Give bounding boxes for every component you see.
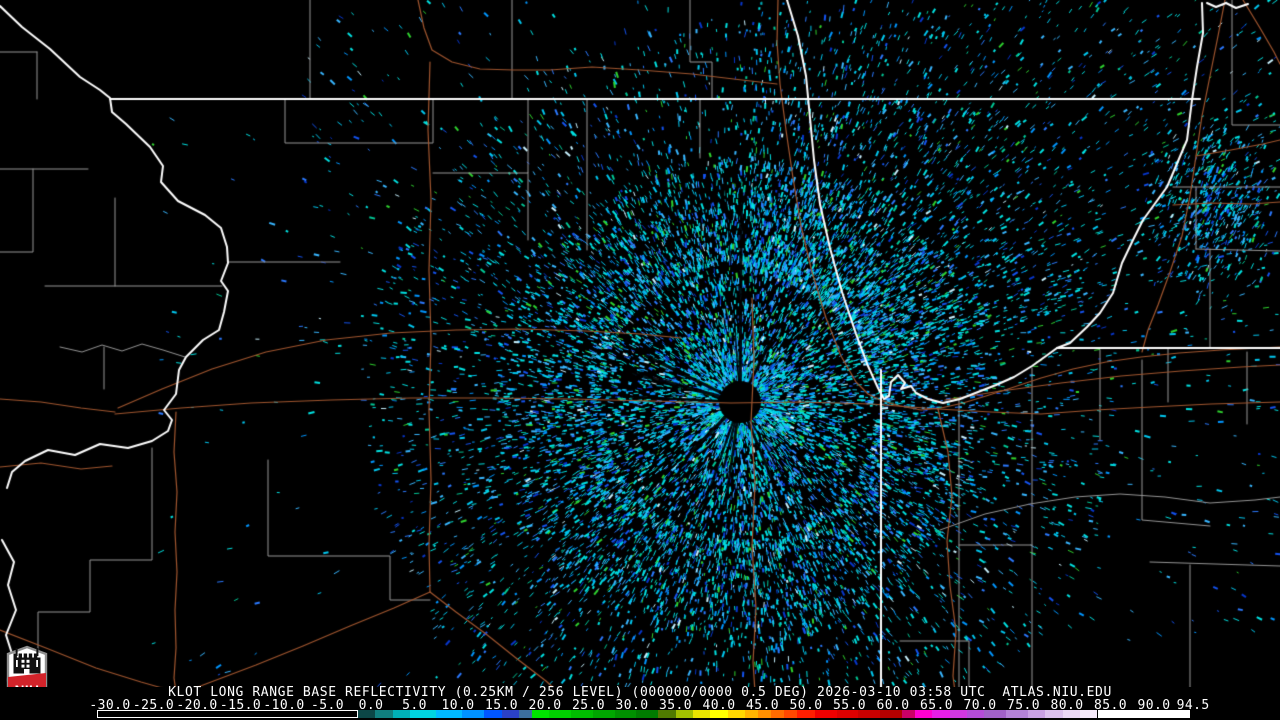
scale-label: 15.0 (485, 698, 518, 713)
scale-label: -15.0 (219, 698, 262, 713)
scale-label: -20.0 (176, 698, 218, 713)
scale-segment (636, 710, 659, 718)
scale-label: 20.0 (528, 698, 562, 713)
scale-segment (658, 710, 676, 718)
scale-segment (436, 710, 463, 718)
scale-segment (358, 710, 376, 718)
status-bar: KLOT LONG RANGE BASE REFLECTIVITY (0.25K… (0, 685, 1280, 720)
scale-segment (797, 710, 815, 718)
scale-segment (532, 710, 550, 718)
scale-segment (549, 710, 572, 718)
scale-segment (745, 710, 759, 718)
scale-label: 80.0 (1050, 698, 1084, 713)
scale-label: 55.0 (833, 698, 866, 713)
scale-label: 65.0 (920, 698, 953, 713)
scale-segment (97, 710, 358, 718)
niu-castle-icon (13, 648, 41, 674)
scale-segment (771, 710, 785, 718)
scale-label: 30.0 (615, 698, 649, 713)
scale-segment (858, 710, 880, 718)
scale-label: -25.0 (132, 698, 175, 713)
scale-label: 45.0 (746, 698, 779, 713)
scale-segment (901, 710, 915, 718)
scale-label: 25.0 (572, 698, 605, 713)
product-title: KLOT LONG RANGE BASE REFLECTIVITY (0.25K… (168, 685, 1112, 700)
scale-segment (518, 710, 532, 718)
scale-segment (784, 710, 798, 718)
scale-segment (949, 710, 967, 718)
scale-segment (1045, 710, 1063, 718)
scale-segment (836, 710, 859, 718)
scale-segment (1080, 710, 1098, 718)
scale-label: 90.0 (1137, 698, 1171, 713)
scale-segment (932, 710, 950, 718)
scale-label: -5.0 (311, 698, 344, 713)
scale-segment (914, 710, 933, 718)
scale-label: 40.0 (702, 698, 736, 713)
scale-segment (375, 710, 393, 718)
scale-label: -10.0 (263, 698, 305, 713)
scale-label: 94.5 (1176, 698, 1210, 713)
scale-label: 5.0 (402, 698, 427, 713)
color-scale-bar (97, 710, 1190, 718)
scale-segment (727, 710, 746, 718)
scale-segment (984, 710, 1007, 718)
scale-segment (1027, 710, 1046, 718)
scale-segment (484, 710, 502, 718)
scale-segment (710, 710, 728, 718)
scale-segment (571, 710, 593, 718)
scale-segment (758, 710, 772, 718)
scale-label: 60.0 (876, 698, 910, 713)
scale-segment (967, 710, 985, 718)
scale-segment (1062, 710, 1081, 718)
scale-label: -30.0 (89, 698, 131, 713)
scale-segment (592, 710, 615, 718)
scale-label: 10.0 (441, 698, 475, 713)
scale-segment (814, 710, 837, 718)
scale-label: 35.0 (659, 698, 692, 713)
scale-segment (692, 710, 711, 718)
scale-label: 50.0 (789, 698, 823, 713)
scale-label: 85.0 (1094, 698, 1127, 713)
scale-segment (614, 710, 637, 718)
scale-label: 0.0 (358, 698, 384, 713)
scale-segment (1097, 710, 1190, 718)
scale-label: 70.0 (963, 698, 997, 713)
scale-segment (880, 710, 902, 718)
scale-segment (462, 710, 485, 718)
scale-segment (675, 710, 693, 718)
scale-label: 75.0 (1007, 698, 1040, 713)
scale-segment (392, 710, 411, 718)
scale-segment (1006, 710, 1028, 718)
scale-segment (501, 710, 519, 718)
scale-segment (410, 710, 437, 718)
